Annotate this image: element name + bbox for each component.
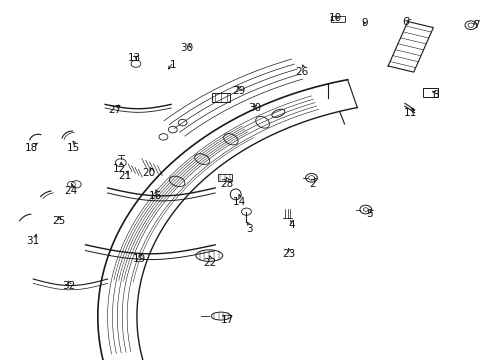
Text: 27: 27 bbox=[108, 105, 122, 115]
Text: 6: 6 bbox=[402, 17, 408, 27]
Text: 26: 26 bbox=[295, 67, 308, 77]
Text: 18: 18 bbox=[25, 143, 39, 153]
Text: 30: 30 bbox=[180, 42, 193, 53]
Text: 8: 8 bbox=[431, 90, 438, 100]
Text: 31: 31 bbox=[26, 236, 40, 246]
Text: 5: 5 bbox=[365, 209, 372, 219]
Text: 23: 23 bbox=[281, 249, 295, 259]
Text: 30: 30 bbox=[247, 103, 260, 113]
Text: 17: 17 bbox=[220, 315, 234, 325]
Text: 7: 7 bbox=[472, 20, 479, 30]
Text: 4: 4 bbox=[288, 220, 295, 230]
Text: 15: 15 bbox=[66, 143, 80, 153]
Text: 22: 22 bbox=[203, 258, 217, 268]
Text: 13: 13 bbox=[127, 53, 141, 63]
Text: 24: 24 bbox=[64, 186, 78, 196]
Text: 19: 19 bbox=[132, 254, 146, 264]
Text: 28: 28 bbox=[219, 179, 233, 189]
Text: 2: 2 bbox=[309, 179, 316, 189]
Text: 16: 16 bbox=[148, 191, 162, 201]
Text: 25: 25 bbox=[52, 216, 65, 226]
Text: 32: 32 bbox=[61, 281, 75, 291]
Text: 14: 14 bbox=[232, 197, 246, 207]
Text: 12: 12 bbox=[113, 164, 126, 174]
Text: 1: 1 bbox=[170, 60, 177, 70]
Text: 3: 3 bbox=[245, 224, 252, 234]
Text: 9: 9 bbox=[360, 18, 367, 28]
Text: 20: 20 bbox=[142, 168, 155, 178]
Text: 11: 11 bbox=[403, 108, 417, 118]
Text: 10: 10 bbox=[328, 13, 341, 23]
Text: 21: 21 bbox=[118, 171, 132, 181]
Text: 29: 29 bbox=[231, 86, 245, 96]
